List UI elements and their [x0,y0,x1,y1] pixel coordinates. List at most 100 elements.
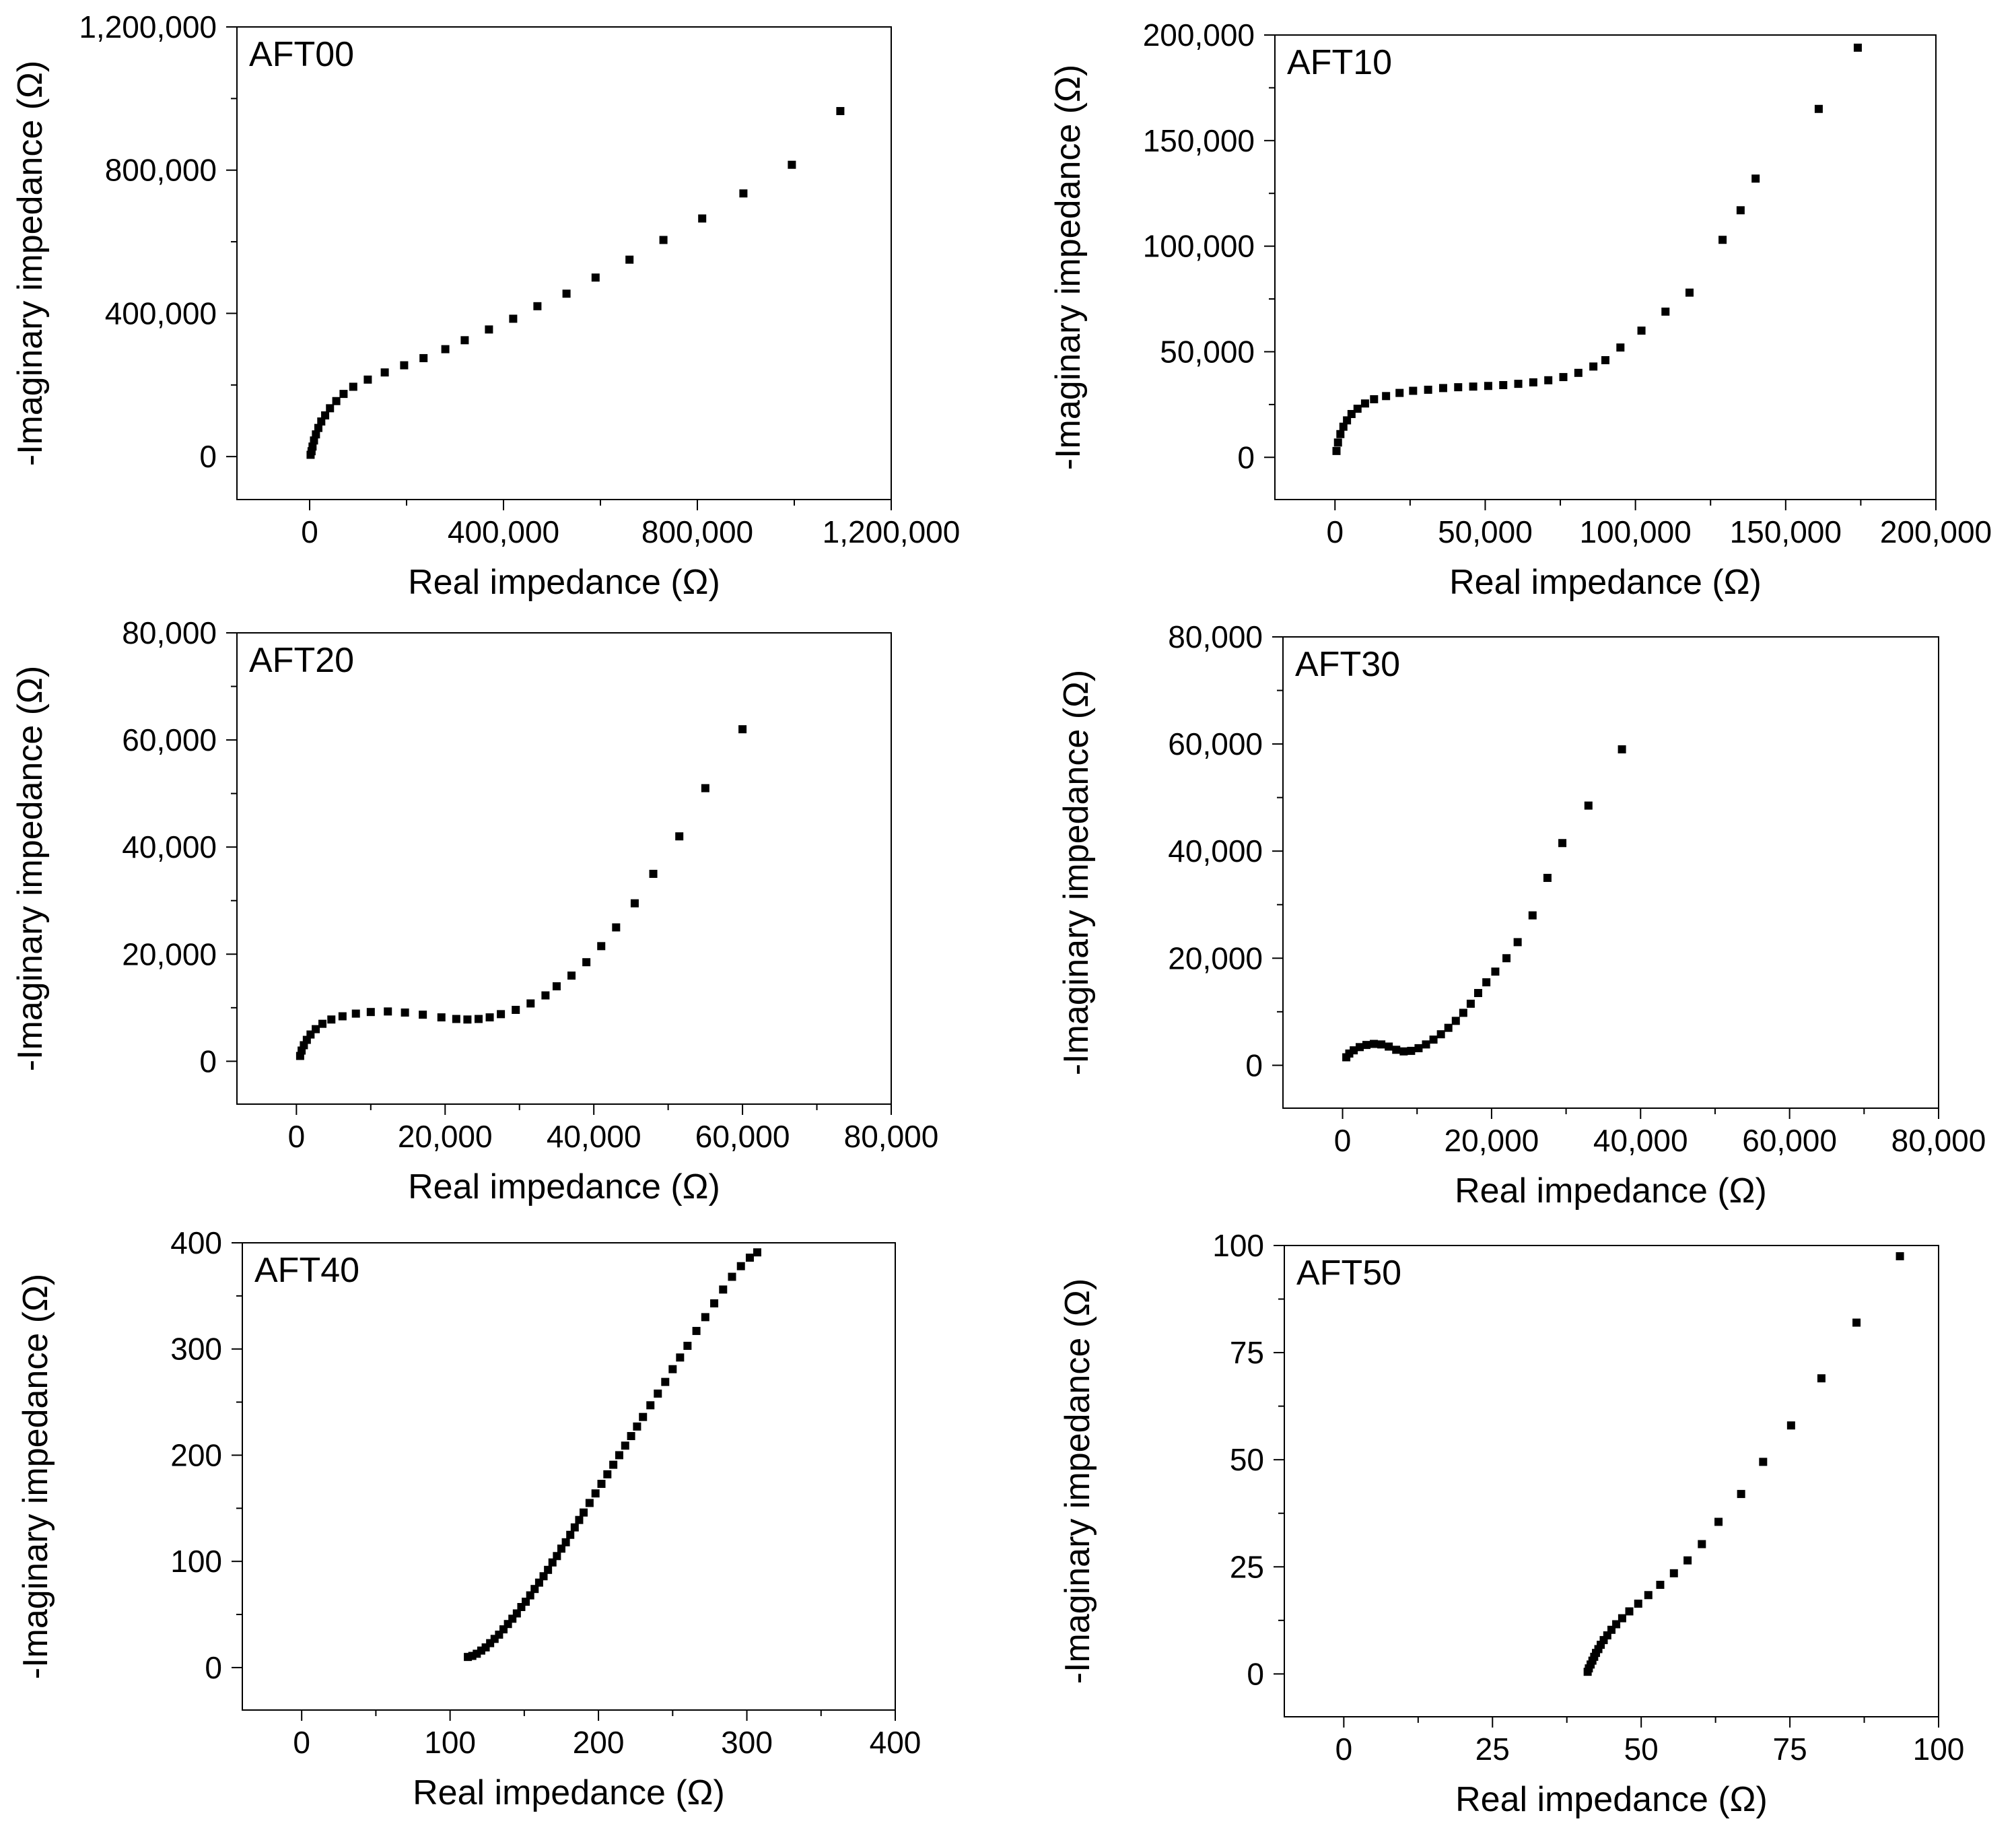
x-tick-label: 60,000 [695,1119,790,1154]
data-point [1584,801,1593,810]
data-point [312,1025,320,1033]
data-point [1353,405,1362,413]
data-point [380,368,389,377]
data-point [1484,382,1492,390]
y-tick-label: 40,000 [1168,833,1263,868]
data-point [363,375,372,384]
plot-frame [1284,1245,1939,1717]
data-point [1360,399,1369,408]
data-point [366,1008,375,1017]
data-point [1656,1581,1665,1589]
data-point [460,336,469,345]
x-tick-label: 1,200,000 [823,514,961,549]
data-point [668,1365,677,1373]
data-point [1482,978,1491,987]
data-point [1544,376,1553,384]
y-tick-label: 0 [199,1044,217,1079]
x-tick-label: 0 [1334,1123,1352,1158]
data-point [1473,988,1482,997]
data-points [1332,43,1862,455]
data-point [591,1489,600,1498]
data-point [582,958,591,967]
data-point [1362,1041,1370,1050]
x-tick-label: 50,000 [1438,514,1533,549]
y-axis-label: -Imaginary impedance (Ω) [1049,65,1088,470]
y-tick-label: 50 [1230,1442,1264,1477]
data-point [485,1013,494,1022]
data-points [306,106,845,459]
data-point [485,325,493,334]
data-point [522,1598,530,1606]
y-tick-label: 800,000 [105,153,217,188]
data-points [1342,745,1626,1062]
data-point [321,411,330,420]
y-axis-label: -Imaginary impedance (Ω) [11,666,50,1071]
data-point [1399,1047,1408,1056]
x-axis-label: Real impedance (Ω) [1455,1171,1767,1210]
data-point [1528,911,1537,920]
data-point [736,1262,745,1270]
y-tick-label: 80,000 [122,615,217,650]
data-point [627,1432,635,1441]
y-tick-label: 0 [1247,1656,1264,1691]
y-axis-label: -Imaginary impedance (Ω) [1058,1278,1097,1684]
y-tick-label: 80,000 [1168,619,1263,654]
panel-aft40: AFT40 Real impedance (Ω) -Imaginary impe… [16,1225,921,1812]
data-point [701,784,709,792]
x-tick-label: 20,000 [398,1119,493,1154]
data-point [738,725,747,734]
data-point [1409,386,1418,395]
data-point [567,971,576,980]
data-point [639,1412,648,1421]
x-tick-label: 25 [1475,1732,1510,1767]
data-point [400,361,409,370]
data-point [649,869,658,878]
data-point [1625,1607,1634,1616]
x-axis-label: Real impedance (Ω) [408,563,720,602]
data-point [1356,1043,1364,1052]
data-point [575,1515,584,1524]
data-point [1454,383,1463,392]
data-point [625,255,634,264]
x-tick-label: 0 [293,1725,310,1760]
data-point [308,442,317,451]
data-point [561,1538,570,1546]
x-tick-label: 400,000 [448,514,559,549]
data-point [1438,384,1447,393]
data-point [1491,967,1500,976]
tick-group: 0 20,000 40,000 60,000 80,000 0 20,000 40,000 60… [1168,619,1986,1158]
y-tick-label: 60,000 [122,722,217,757]
plot-frame [1274,34,1937,500]
x-axis-label: Real impedance (Ω) [1449,563,1762,602]
x-tick-label: 150,000 [1730,514,1842,549]
data-points [296,725,747,1060]
x-tick-label: 300 [721,1725,773,1760]
y-tick-label: 300 [170,1332,222,1367]
data-point [597,1480,606,1489]
data-point [1513,938,1522,947]
data-point [526,1591,534,1600]
data-point [1589,362,1598,371]
y-tick-label: 100,000 [1143,229,1255,264]
data-point [437,1013,446,1022]
data-point [597,942,606,951]
data-point [1424,385,1432,394]
data-point [1543,873,1552,882]
data-point [474,1015,483,1023]
y-tick-label: 25 [1230,1549,1264,1584]
x-axis-label: Real impedance (Ω) [408,1167,720,1206]
panel-aft50: AFT50 Real impedance (Ω) -Imaginary impe… [1058,1228,1964,1819]
data-point [1336,430,1345,438]
data-point [621,1441,629,1450]
data-point [1574,368,1583,377]
panel-label: AFT20 [249,641,354,680]
y-axis-label: -Imaginary impedance (Ω) [1057,670,1096,1075]
data-point [1514,380,1523,388]
plot-frame [236,26,892,500]
x-tick-label: 100 [424,1725,476,1760]
data-point [419,353,428,362]
data-point [533,302,542,310]
data-point [753,1248,761,1257]
data-point [654,1389,662,1398]
y-axis-label: -Imaginary impedance (Ω) [16,1274,55,1679]
